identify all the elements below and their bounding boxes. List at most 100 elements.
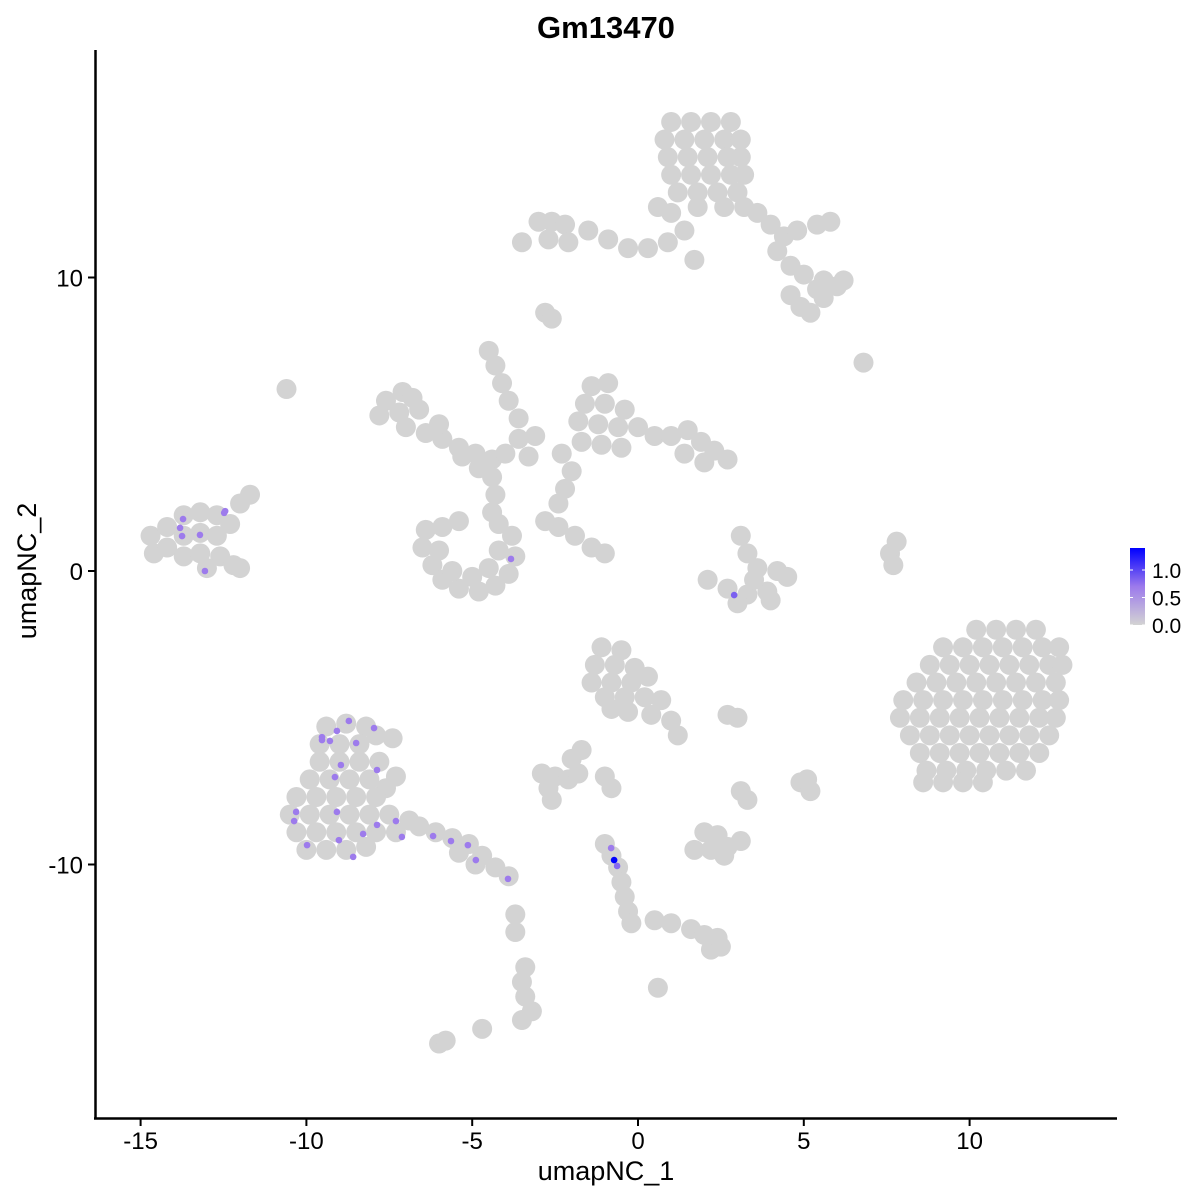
cell-point (913, 772, 934, 793)
cell-point (889, 707, 910, 728)
cell-point (604, 654, 625, 675)
cell-point (306, 822, 327, 843)
cell-point (140, 525, 161, 546)
cell-point (661, 913, 682, 934)
cell-point (700, 111, 721, 132)
cell-point (687, 197, 708, 218)
cell-point (949, 707, 970, 728)
expressing-cell-point (345, 717, 353, 725)
cell-point (220, 514, 241, 535)
x-tick-label: 5 (797, 1128, 810, 1155)
cell-point (584, 654, 605, 675)
cell-point (525, 425, 546, 446)
cell-point (899, 725, 920, 746)
cell-point (1052, 654, 1073, 675)
cell-point (190, 502, 211, 523)
zero-expression-cells (140, 111, 1073, 1054)
cell-point (684, 839, 705, 860)
cell-point (518, 446, 539, 467)
expressing-cell-point (398, 833, 406, 841)
cell-point (933, 637, 954, 658)
x-tick-label: 10 (956, 1128, 983, 1155)
cell-point (966, 672, 987, 693)
expressing-cell-point (349, 853, 357, 861)
cell-point (926, 672, 947, 693)
cell-point (485, 575, 506, 596)
expressing-cell-point (290, 817, 298, 825)
cell-point (1009, 707, 1030, 728)
cell-point (637, 238, 658, 259)
cell-point (326, 786, 347, 807)
cell-point (594, 393, 615, 414)
cell-point (909, 707, 930, 728)
cell-point (618, 238, 639, 259)
cell-point (498, 563, 519, 584)
cell-point (979, 725, 1000, 746)
cell-point (1049, 690, 1070, 711)
cell-point (667, 182, 688, 203)
cell-point (452, 446, 473, 467)
x-axis-label: umapNC_1 (538, 1156, 675, 1186)
cell-point (541, 308, 562, 329)
cell-point (206, 525, 227, 546)
cell-point (608, 417, 629, 438)
cell-point (939, 654, 960, 675)
cell-point (571, 740, 592, 761)
expressing-cell-point (318, 736, 326, 744)
cell-point (730, 831, 751, 852)
cell-point (820, 211, 841, 232)
cell-point (621, 913, 642, 934)
cell-point (448, 511, 469, 532)
cell-point (574, 393, 595, 414)
cell-point (694, 452, 715, 473)
expressing-cell-point (472, 856, 480, 864)
cell-point (637, 666, 658, 687)
cell-point (933, 690, 954, 711)
cell-point (634, 687, 655, 708)
cell-point (714, 197, 735, 218)
cell-point (979, 654, 1000, 675)
cell-point (730, 147, 751, 168)
cell-point (654, 129, 675, 150)
cell-point (501, 525, 522, 546)
cell-point (478, 558, 499, 579)
cell-point (628, 417, 648, 438)
cell-point (329, 751, 350, 772)
expressing-cell-point (730, 591, 738, 599)
cell-point (1045, 707, 1066, 728)
cell-point (429, 540, 450, 561)
cell-point (737, 543, 758, 564)
cell-point (299, 769, 320, 790)
cell-point (1025, 619, 1046, 640)
cell-point (681, 111, 702, 132)
cell-point (986, 672, 1007, 693)
cell-point (385, 766, 406, 787)
expressing-cell-point (220, 509, 228, 517)
x-axis-ticks: -15 -10 -5 0 5 10 (123, 1119, 983, 1155)
expressing-cell-point (333, 808, 341, 816)
cell-point (1029, 742, 1050, 763)
color-legend: 1.0 0.5 0.0 (1130, 548, 1181, 638)
cell-point (618, 701, 639, 722)
cell-point (734, 164, 755, 185)
cell-point (697, 147, 718, 168)
cell-point (157, 516, 178, 537)
cell-point (969, 707, 990, 728)
cell-point (485, 355, 506, 376)
cell-point (1029, 707, 1050, 728)
cell-point (720, 111, 741, 132)
expressing-cell-point (507, 555, 515, 563)
cell-point (986, 619, 1007, 640)
cell-point (598, 229, 619, 250)
cell-point (777, 566, 798, 587)
cell-point (415, 519, 436, 540)
cell-point (369, 405, 390, 426)
cell-point (329, 734, 350, 755)
cell-point (992, 637, 1013, 658)
cell-point (1006, 619, 1027, 640)
cell-point (933, 772, 954, 793)
expressing-cell-point (504, 875, 512, 883)
cell-point (286, 822, 307, 843)
cell-point (472, 1018, 493, 1039)
